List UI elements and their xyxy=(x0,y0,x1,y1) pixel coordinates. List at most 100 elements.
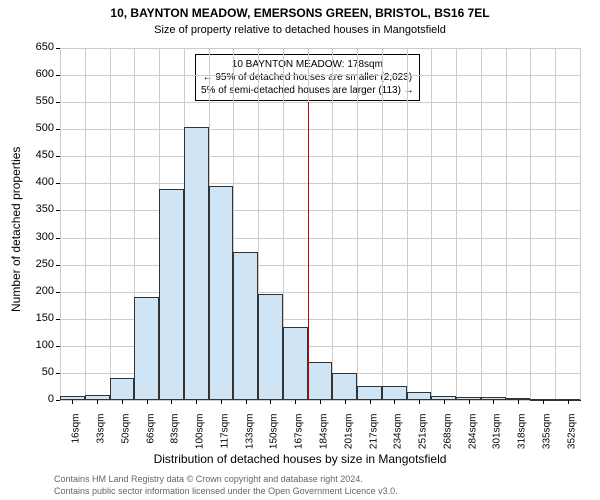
x-tick-label: 318sqm xyxy=(517,414,528,462)
x-tick xyxy=(147,400,148,404)
x-tick-label: 335sqm xyxy=(541,414,552,462)
x-tick xyxy=(196,400,197,404)
x-tick xyxy=(444,400,445,404)
y-tick-label: 450 xyxy=(22,149,54,161)
x-tick xyxy=(171,400,172,404)
gridline xyxy=(407,48,408,400)
footer-line2: Contains public sector information licen… xyxy=(54,486,398,496)
histogram-bar xyxy=(357,386,382,400)
gridline xyxy=(60,183,580,184)
x-tick-label: 167sqm xyxy=(294,414,305,462)
histogram-bar xyxy=(258,294,283,400)
histogram-bar xyxy=(382,386,407,400)
x-tick xyxy=(493,400,494,404)
gridline xyxy=(382,48,383,400)
y-tick-label: 600 xyxy=(22,68,54,80)
gridline xyxy=(60,210,580,211)
x-tick xyxy=(295,400,296,404)
x-tick-label: 66sqm xyxy=(145,414,156,462)
x-tick-label: 117sqm xyxy=(219,414,230,462)
gridline xyxy=(60,292,580,293)
y-tick-label: 100 xyxy=(22,339,54,351)
gridline xyxy=(60,75,580,76)
y-tick-label: 250 xyxy=(22,258,54,270)
histogram-bar xyxy=(159,189,184,400)
y-axis-label: Number of detached properties xyxy=(9,132,23,312)
gridline xyxy=(60,265,580,266)
x-tick-label: 33sqm xyxy=(96,414,107,462)
x-tick xyxy=(221,400,222,404)
x-tick-label: 150sqm xyxy=(269,414,280,462)
histogram-bar xyxy=(332,373,357,400)
histogram-bar xyxy=(110,378,135,400)
histogram-bar xyxy=(407,392,432,400)
x-tick-label: 83sqm xyxy=(170,414,181,462)
gridline xyxy=(60,48,61,400)
x-tick-label: 100sqm xyxy=(195,414,206,462)
gridline xyxy=(60,238,580,239)
gridline xyxy=(110,48,111,400)
histogram-bar xyxy=(134,297,159,400)
footer-line1: Contains HM Land Registry data © Crown c… xyxy=(54,474,363,484)
chart-container: 10, BAYNTON MEADOW, EMERSONS GREEN, BRIS… xyxy=(0,0,600,500)
gridline xyxy=(60,102,580,103)
x-tick xyxy=(320,400,321,404)
gridline xyxy=(530,48,531,400)
y-tick-label: 150 xyxy=(22,312,54,324)
x-tick xyxy=(518,400,519,404)
histogram-bar xyxy=(283,327,308,400)
chart-title: 10, BAYNTON MEADOW, EMERSONS GREEN, BRIS… xyxy=(0,6,600,20)
x-tick-label: 268sqm xyxy=(442,414,453,462)
gridline xyxy=(506,48,507,400)
x-tick xyxy=(97,400,98,404)
y-tick-label: 550 xyxy=(22,95,54,107)
x-tick xyxy=(246,400,247,404)
x-tick-label: 50sqm xyxy=(120,414,131,462)
histogram-bar xyxy=(308,362,333,400)
histogram-bar xyxy=(233,252,258,400)
x-tick xyxy=(370,400,371,404)
gridline xyxy=(456,48,457,400)
y-tick-label: 200 xyxy=(22,285,54,297)
gridline xyxy=(357,48,358,400)
gridline xyxy=(580,48,581,400)
gridline xyxy=(332,48,333,400)
x-tick xyxy=(419,400,420,404)
y-tick xyxy=(56,400,60,401)
y-tick-label: 0 xyxy=(22,393,54,405)
x-tick xyxy=(394,400,395,404)
gridline xyxy=(431,48,432,400)
x-tick-label: 16sqm xyxy=(71,414,82,462)
gridline xyxy=(60,48,580,49)
y-tick-label: 400 xyxy=(22,176,54,188)
y-tick-label: 500 xyxy=(22,122,54,134)
x-tick xyxy=(345,400,346,404)
x-tick xyxy=(122,400,123,404)
gridline xyxy=(60,129,580,130)
x-tick-label: 284sqm xyxy=(467,414,478,462)
gridline xyxy=(60,156,580,157)
chart-subtitle: Size of property relative to detached ho… xyxy=(0,24,600,36)
histogram-bar xyxy=(209,186,234,400)
x-tick-label: 301sqm xyxy=(492,414,503,462)
x-tick xyxy=(469,400,470,404)
y-tick-label: 350 xyxy=(22,203,54,215)
reference-line xyxy=(308,102,309,400)
gridline xyxy=(555,48,556,400)
x-tick xyxy=(72,400,73,404)
histogram-bar xyxy=(184,127,209,400)
x-tick-label: 184sqm xyxy=(319,414,330,462)
x-tick xyxy=(568,400,569,404)
x-tick-label: 251sqm xyxy=(418,414,429,462)
x-tick-label: 217sqm xyxy=(368,414,379,462)
y-tick-label: 650 xyxy=(22,41,54,53)
x-tick-label: 234sqm xyxy=(393,414,404,462)
gridline xyxy=(85,48,86,400)
x-tick-label: 201sqm xyxy=(343,414,354,462)
gridline xyxy=(481,48,482,400)
x-tick-label: 352sqm xyxy=(566,414,577,462)
y-tick-label: 50 xyxy=(22,366,54,378)
x-tick-label: 133sqm xyxy=(244,414,255,462)
x-tick xyxy=(543,400,544,404)
y-tick-label: 300 xyxy=(22,231,54,243)
